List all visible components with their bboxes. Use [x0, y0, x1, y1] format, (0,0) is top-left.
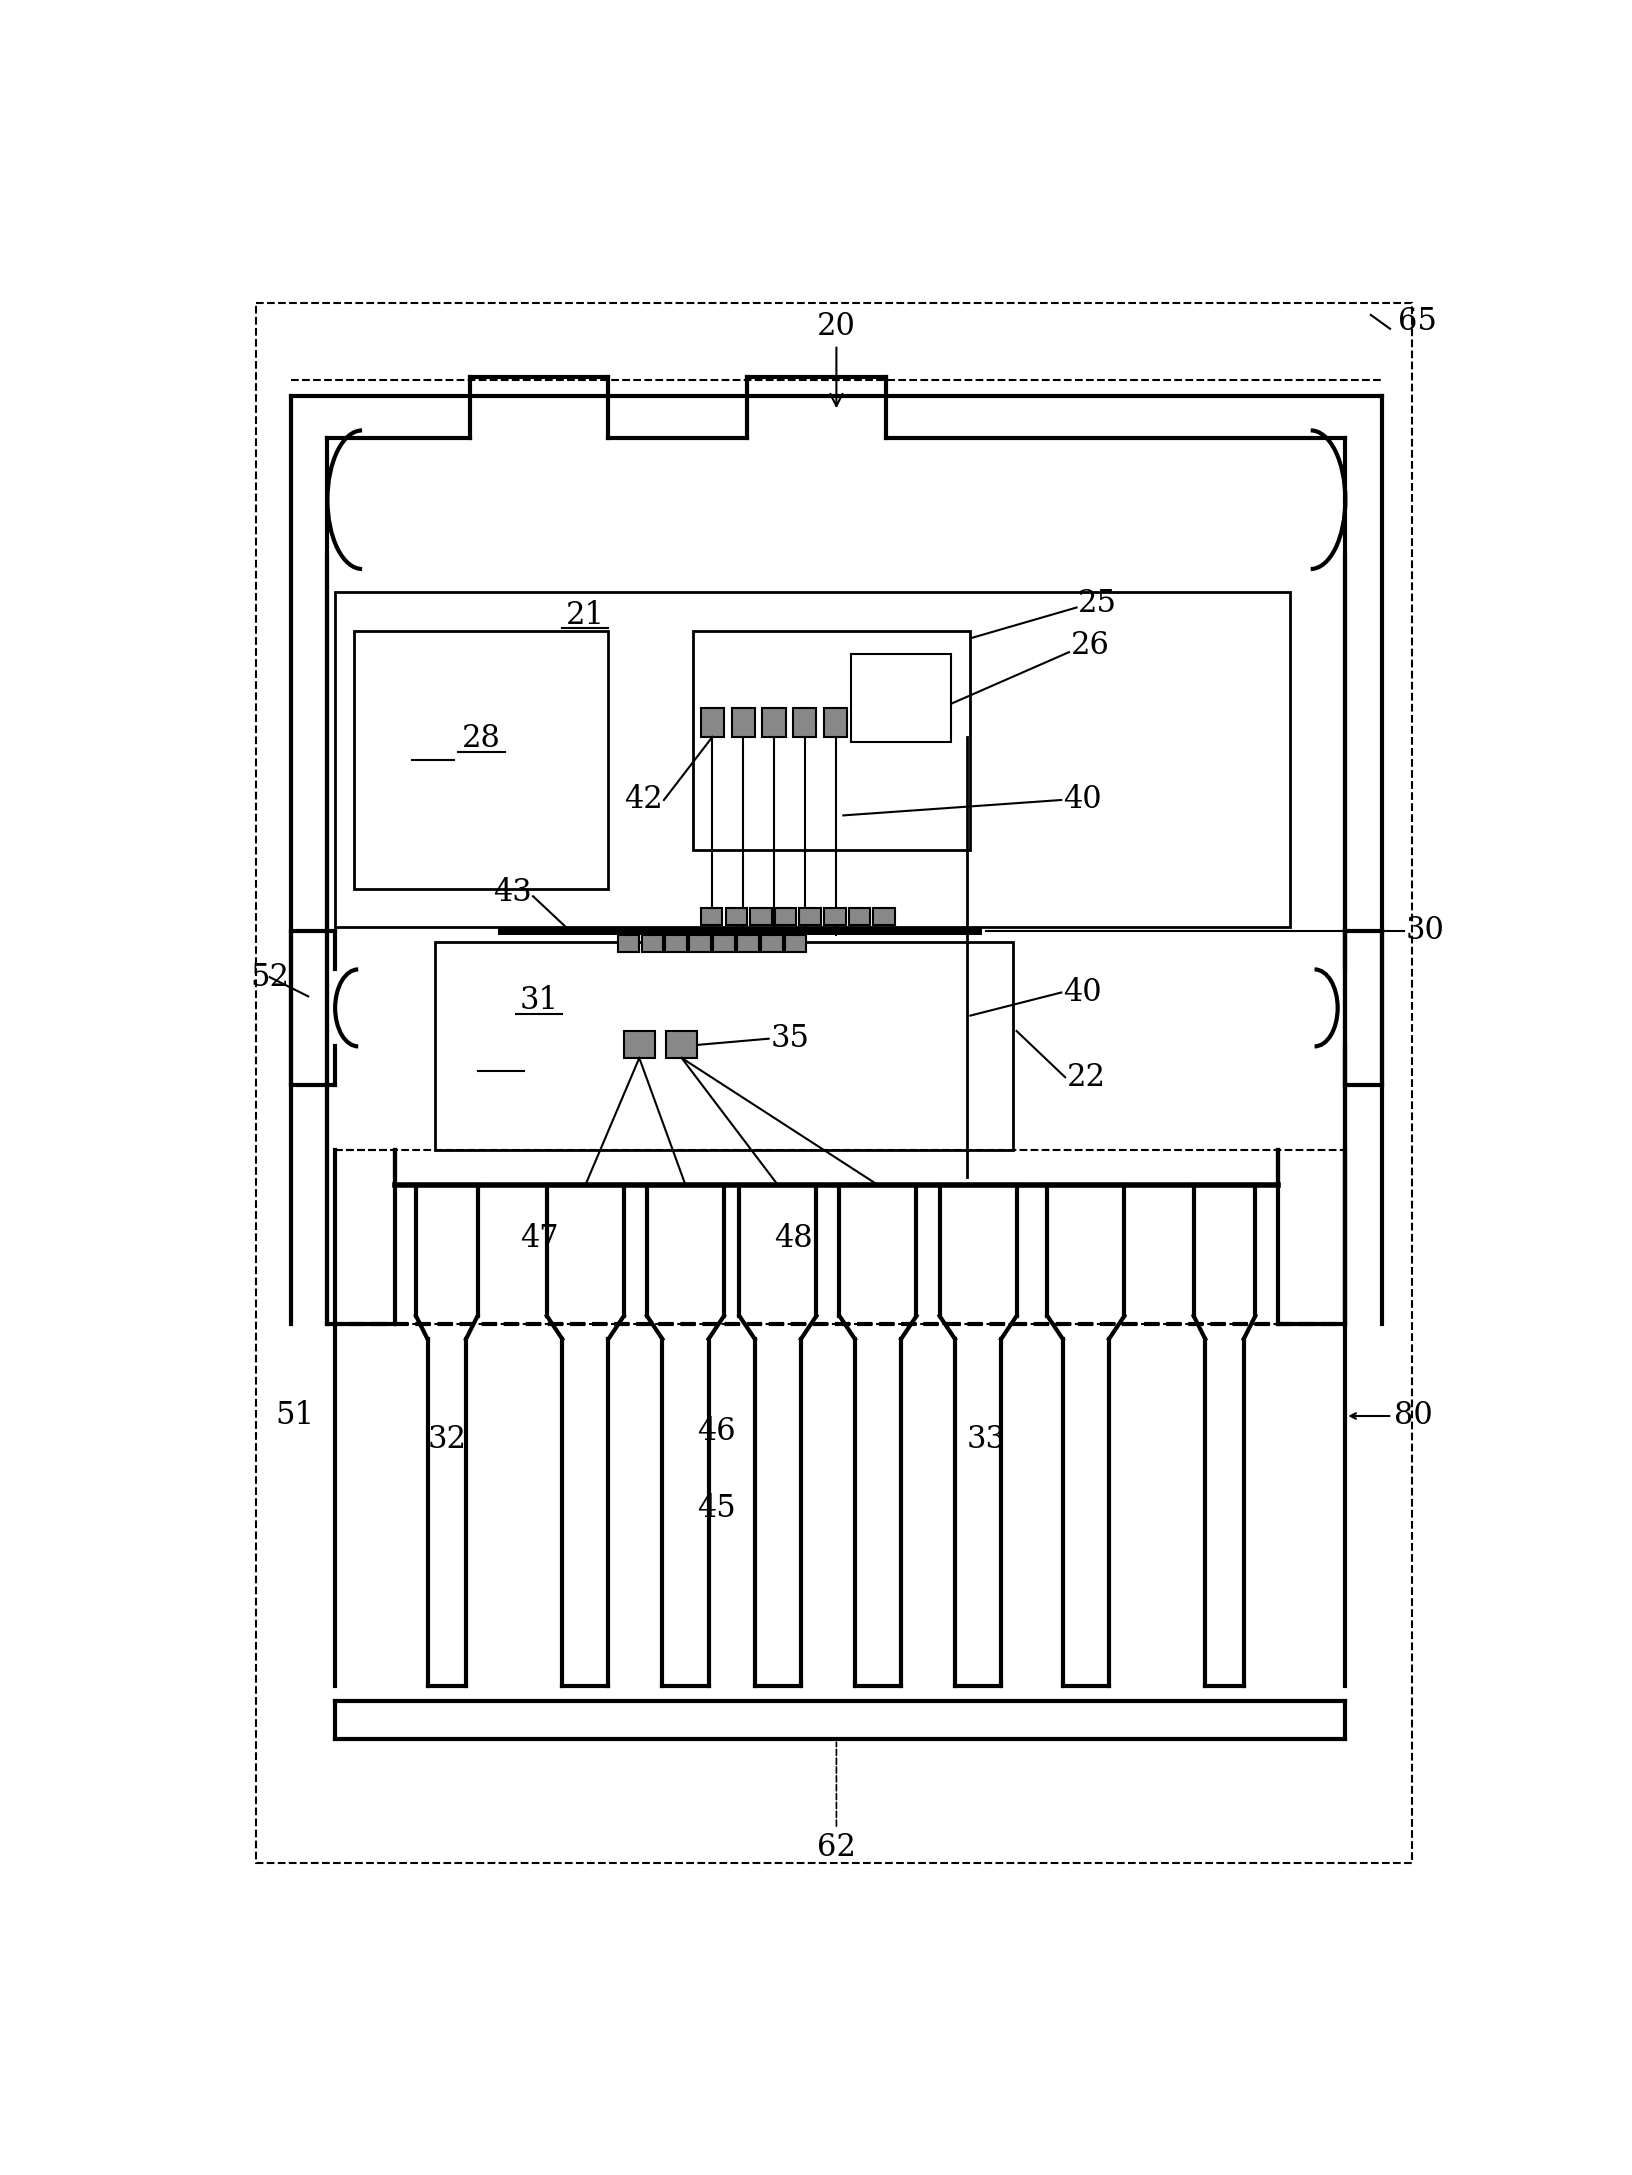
Bar [436, 942, 1013, 1151]
Text: 28: 28 [462, 722, 501, 755]
Text: 52: 52 [250, 961, 289, 992]
Text: 35: 35 [770, 1022, 809, 1055]
Text: 42: 42 [623, 785, 663, 816]
Bar [666, 935, 687, 953]
Text: 40: 40 [1062, 977, 1102, 1007]
Bar [850, 655, 951, 742]
Text: 43: 43 [493, 877, 532, 907]
Bar [824, 907, 845, 924]
Bar [800, 907, 821, 924]
Bar [713, 935, 734, 953]
Bar [689, 935, 712, 953]
Bar [873, 907, 894, 924]
Text: 65: 65 [1397, 305, 1436, 337]
Bar [666, 1031, 697, 1057]
Text: 80: 80 [1394, 1401, 1433, 1431]
Bar [738, 935, 759, 953]
Bar [726, 907, 747, 924]
Text: 21: 21 [566, 600, 605, 631]
Text: 25: 25 [1079, 587, 1118, 620]
Bar [849, 907, 870, 924]
Bar [619, 935, 640, 953]
Text: 46: 46 [697, 1416, 736, 1446]
Text: 47: 47 [521, 1222, 558, 1255]
Bar [335, 592, 1289, 927]
Text: 45: 45 [697, 1492, 736, 1525]
Bar [775, 907, 796, 924]
Bar [354, 631, 609, 890]
Text: 30: 30 [1405, 916, 1444, 946]
Text: 48: 48 [774, 1222, 813, 1255]
Bar [751, 907, 772, 924]
Bar [700, 707, 725, 737]
Bar [761, 935, 782, 953]
Text: 26: 26 [1071, 631, 1110, 661]
Bar [785, 935, 806, 953]
Text: 40: 40 [1062, 785, 1102, 816]
Bar [762, 707, 785, 737]
Text: 51: 51 [276, 1401, 315, 1431]
Text: 33: 33 [966, 1425, 1005, 1455]
Text: 20: 20 [818, 311, 855, 407]
Text: 22: 22 [1067, 1061, 1105, 1092]
Bar [694, 631, 971, 850]
Bar [824, 707, 847, 737]
Text: 32: 32 [428, 1425, 467, 1455]
Text: 31: 31 [519, 985, 558, 1016]
Bar [623, 1031, 654, 1057]
Bar [793, 707, 816, 737]
Text: 62: 62 [818, 1742, 855, 1862]
Bar [731, 707, 754, 737]
Bar [700, 907, 723, 924]
Bar [641, 935, 663, 953]
